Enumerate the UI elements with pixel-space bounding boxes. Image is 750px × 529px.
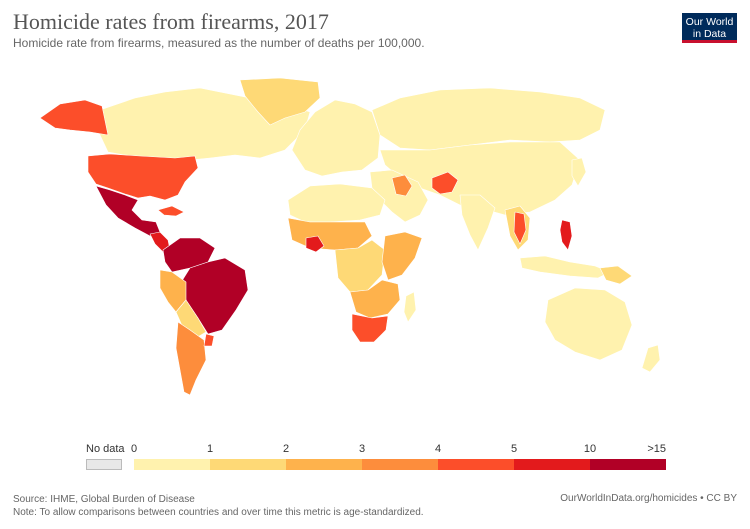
legend-tick-0: 0: [130, 443, 138, 455]
region-png[interactable]: [599, 265, 633, 285]
region-thailand[interactable]: [513, 211, 527, 245]
legend-tick-2: 2: [282, 443, 290, 455]
world-map: [39, 77, 661, 396]
logo-line-2: in Data: [692, 28, 727, 40]
region-alaska[interactable]: [39, 99, 109, 136]
legend-nodata-label: No data: [86, 443, 125, 455]
region-argentina-chile[interactable]: [175, 321, 207, 396]
legend-tick-4: 4: [434, 443, 442, 455]
region-madagascar[interactable]: [403, 291, 417, 323]
legend-bin-1-2: [210, 459, 286, 470]
region-australia[interactable]: [544, 287, 633, 361]
region-west-africa[interactable]: [287, 217, 373, 251]
legend-tick-10: 10: [583, 443, 597, 455]
region-southern-africa[interactable]: [349, 279, 401, 319]
legend-bin-2-3: [286, 459, 362, 470]
legend-nodata-swatch: [86, 459, 122, 470]
legend-bin-10-15: [590, 459, 666, 470]
logo-line-1: Our World: [685, 16, 734, 28]
legend-bin-5-10: [514, 459, 590, 470]
chart-title: Homicide rates from firearms, 2017: [13, 9, 329, 34]
region-philippines[interactable]: [559, 219, 573, 251]
region-russia[interactable]: [371, 87, 606, 151]
region-new-zealand[interactable]: [641, 344, 661, 373]
region-north-africa[interactable]: [287, 183, 386, 223]
region-india[interactable]: [459, 194, 496, 251]
legend: No data 0 1 2 3 4 5 10 >15: [0, 440, 750, 480]
region-caribbean[interactable]: [157, 205, 185, 217]
legend-tick-5: 5: [510, 443, 518, 455]
region-south-africa[interactable]: [351, 313, 389, 343]
legend-tick-15: >15: [647, 443, 666, 455]
region-greenland[interactable]: [239, 77, 321, 126]
region-central-africa[interactable]: [334, 239, 386, 293]
note-text: Note: To allow comparisons between count…: [13, 507, 424, 518]
chart-subtitle: Homicide rate from firearms, measured as…: [13, 36, 425, 50]
legend-tick-3: 3: [358, 443, 366, 455]
region-east-africa[interactable]: [381, 231, 423, 281]
region-afghanistan[interactable]: [431, 171, 459, 195]
footer-left: Source: IHME, Global Burden of Disease N…: [13, 493, 424, 519]
region-iraq[interactable]: [391, 174, 413, 197]
region-uruguay[interactable]: [203, 333, 215, 347]
source-text: Source: IHME, Global Burden of Disease: [13, 494, 195, 505]
legend-bin-4-5: [438, 459, 514, 470]
legend-tick-1: 1: [206, 443, 214, 455]
legend-bin-3-4: [362, 459, 438, 470]
region-usa[interactable]: [87, 153, 199, 201]
region-japan[interactable]: [571, 157, 587, 187]
footer-url[interactable]: OurWorldInData.org/homicides • CC BY: [560, 493, 737, 504]
owid-logo[interactable]: Our World in Data: [682, 13, 737, 43]
legend-bin-0-1: [134, 459, 210, 470]
region-mexico[interactable]: [95, 185, 161, 237]
region-ivory-coast[interactable]: [305, 235, 325, 253]
region-indonesia[interactable]: [519, 255, 611, 279]
